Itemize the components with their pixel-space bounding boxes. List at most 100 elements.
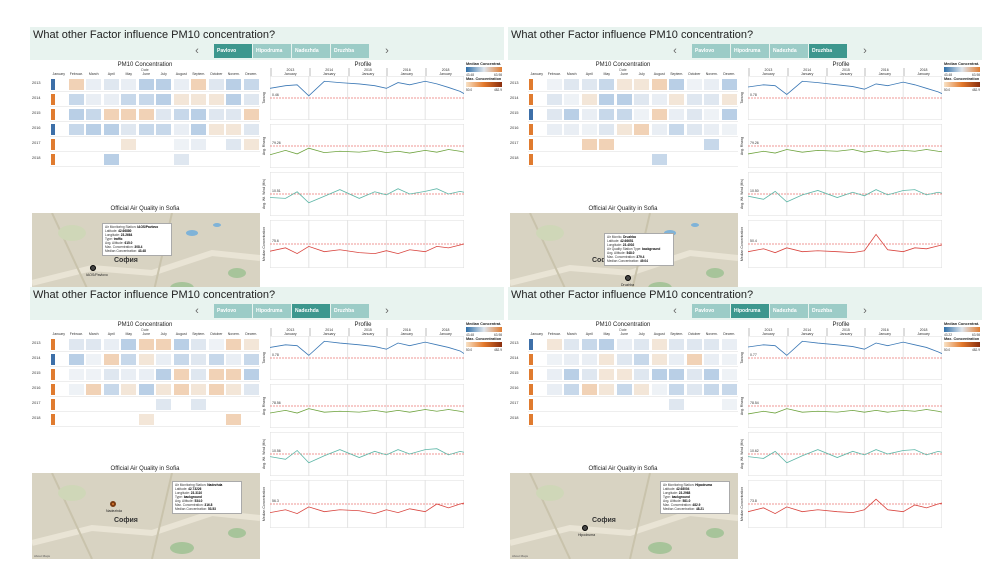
- tooltip-key: Avg. Altitude:: [607, 251, 626, 255]
- heatmap-row: [50, 353, 260, 367]
- profile-month: January: [348, 72, 387, 76]
- profile-y-axis: Avg. Rhang: [740, 124, 748, 168]
- heatmap-cell: [546, 354, 562, 365]
- reference-value-label: 0.78: [272, 353, 279, 357]
- heatmap-cell: [156, 124, 171, 135]
- profile-year: 2018: [904, 328, 942, 332]
- year-label: 2013: [510, 81, 519, 85]
- heatmap-cell: [634, 384, 649, 395]
- profile-month: January: [749, 332, 787, 336]
- reference-value-label: 10.56: [272, 449, 281, 453]
- profile-chart-rh: Avg. Rhang 78.54: [740, 384, 942, 428]
- heatmap-cell: [564, 384, 579, 395]
- station-marker[interactable]: [90, 265, 96, 271]
- sofia-map[interactable]: СофияDruzhbaAir Monito. DruzhbaLatitude:…: [510, 213, 738, 299]
- year-label: 2017: [510, 141, 519, 145]
- station-marker[interactable]: [582, 525, 588, 531]
- tooltip-value: 48.21: [695, 507, 704, 511]
- heatmap-cell: [226, 124, 241, 135]
- tooltip-line: Latitude: 42.66651: [607, 239, 671, 243]
- heatmap-cell: [243, 354, 259, 365]
- tab-druzhba[interactable]: Druzhba: [809, 304, 847, 318]
- tab-hipodruma[interactable]: Hipodruma: [731, 44, 769, 58]
- prev-arrow-icon[interactable]: ‹: [673, 305, 677, 317]
- heatmap-cell: [721, 109, 737, 120]
- tooltip-line: Median Concentration: 49.04: [607, 259, 671, 263]
- station-marker[interactable]: [625, 275, 631, 281]
- tab-hipodruma[interactable]: Hipodruma: [253, 304, 291, 318]
- tab-hipodruma[interactable]: Hipodruma: [731, 304, 769, 318]
- series-line: [748, 408, 942, 415]
- sofia-map[interactable]: София Nadezhda Air Monitoring Station: Nad…: [32, 473, 260, 559]
- next-arrow-icon[interactable]: ›: [863, 45, 867, 57]
- heatmap-cell: [138, 79, 154, 90]
- profile-month: January: [865, 332, 903, 336]
- heatmap-cell: [564, 109, 579, 120]
- tab-pavlovo[interactable]: Pavlovo: [214, 44, 252, 58]
- next-arrow-icon[interactable]: ›: [863, 305, 867, 317]
- tooltip-key: Air Monitoring Station:: [663, 483, 695, 487]
- heatmap-cell: [546, 94, 562, 105]
- profile-y-label: Avg. Wt. Wind (ft/s): [262, 438, 266, 470]
- heatmap-cell: [86, 79, 101, 90]
- profile-year: 2015: [826, 328, 865, 332]
- profile-month: January: [749, 72, 787, 76]
- profile-y-label: Avg. Wt. Wind (ft/s): [740, 178, 744, 210]
- tooltip-line: Avg. Altitude: 615.0: [105, 241, 169, 245]
- station-marker[interactable]: [110, 501, 116, 507]
- tab-nadezhda[interactable]: Nadezhda: [770, 304, 808, 318]
- tab-pavlovo[interactable]: Pavlovo: [692, 44, 730, 58]
- profile-chart-rh: Avg. Rhang 79.26: [740, 124, 942, 168]
- profile-year: 2013: [271, 328, 309, 332]
- heatmap-grid: [528, 78, 738, 186]
- prev-arrow-icon[interactable]: ‹: [195, 45, 199, 57]
- legend-max: 482.9: [972, 348, 980, 352]
- prev-arrow-icon[interactable]: ‹: [673, 45, 677, 57]
- profile-year: 2014: [309, 68, 348, 72]
- about-maps-link[interactable]: About Maps: [512, 554, 529, 558]
- tab-druzhba[interactable]: Druzhba: [331, 44, 369, 58]
- year-label: 2016: [32, 126, 41, 130]
- heatmap-cell: [121, 124, 136, 135]
- heatmap-cell: [68, 94, 84, 105]
- heatmap-cell: [86, 94, 101, 105]
- profile-line-chart: [270, 220, 464, 268]
- tab-nadezhda[interactable]: Nadezhda: [292, 304, 330, 318]
- tab-druzhba[interactable]: Druzhba: [809, 44, 847, 58]
- heatmap-cell: [121, 384, 136, 395]
- tooltip-key: Max. Concentration:: [175, 503, 204, 507]
- profile-chart-temp: Tavang 0.78: [262, 336, 464, 380]
- profile-y-axis: Median Concentration: [262, 220, 270, 268]
- heatmap-cell: [208, 124, 224, 135]
- prev-arrow-icon[interactable]: ‹: [195, 305, 199, 317]
- heatmap-title: PM10 Concentration: [595, 322, 651, 328]
- tab-hipodruma[interactable]: Hipodruma: [253, 44, 291, 58]
- sofia-map[interactable]: София IAOS/Pavlovo Air Monitoring Station:…: [32, 213, 260, 299]
- profile-y-axis: Avg. Wt. Wind (ft/s): [740, 432, 748, 476]
- tab-nadezhda[interactable]: Nadezhda: [770, 44, 808, 58]
- tab-druzhba[interactable]: Druzhba: [331, 304, 369, 318]
- month-label: August: [175, 72, 187, 76]
- heatmap-cell: [616, 94, 632, 105]
- next-arrow-icon[interactable]: ›: [385, 45, 389, 57]
- heatmap-cell: [634, 109, 649, 120]
- next-arrow-icon[interactable]: ›: [385, 305, 389, 317]
- profile-month: January: [426, 332, 464, 336]
- profile-month: January: [387, 72, 425, 76]
- legend-min: 50.0: [944, 88, 951, 92]
- profile-month: January: [787, 72, 826, 76]
- year-label: 2018: [32, 156, 41, 160]
- tab-nadezhda[interactable]: Nadezhda: [292, 44, 330, 58]
- year-label: 2016: [510, 386, 519, 390]
- reference-value-label: 73.8: [750, 499, 757, 503]
- color-legend: Median Concentrat. 43.48 63.98 Max. Concent…: [466, 62, 502, 92]
- heatmap-cell: [546, 369, 562, 380]
- tab-pavlovo[interactable]: Pavlovo: [692, 304, 730, 318]
- tab-pavlovo[interactable]: Pavlovo: [214, 304, 252, 318]
- station-marker-label: Hipodruma: [578, 533, 596, 537]
- tooltip-key: Max. Concentration:: [607, 255, 636, 259]
- sofia-map[interactable]: София Hipodruma Air Monitoring Station: Hi…: [510, 473, 738, 559]
- heatmap-cell: [634, 124, 649, 135]
- profile-year-col: 2013 January: [270, 328, 309, 336]
- about-maps-link[interactable]: About Maps: [34, 554, 51, 558]
